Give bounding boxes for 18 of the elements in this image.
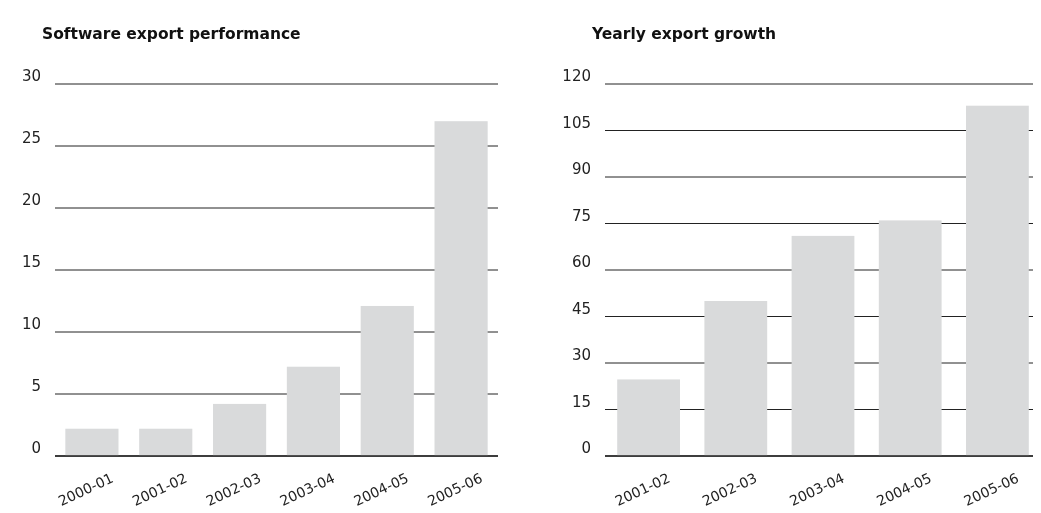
- y-tick-label: 25: [21, 129, 41, 147]
- y-tick-label: 10: [21, 315, 41, 333]
- y-tick-label: 60: [571, 253, 591, 271]
- y-tick-label: 20: [21, 191, 41, 209]
- y-tick-label: 90: [571, 160, 591, 178]
- y-tick-label: 15: [571, 392, 591, 411]
- y-tick-label: 0: [31, 439, 41, 457]
- chart-title: Yearly export growth: [591, 25, 777, 43]
- y-tick-label: 5: [31, 377, 41, 395]
- chart-title: Software export performance: [42, 25, 301, 43]
- y-tick-label: 45: [571, 299, 591, 318]
- y-tick-label: 15: [21, 253, 41, 271]
- y-tick-label: 30: [571, 346, 591, 364]
- y-tick-label: 75: [571, 206, 591, 225]
- y-tick-label: 105: [562, 113, 591, 132]
- y-tick-label: 0: [581, 439, 591, 457]
- y-tick-label: 120: [562, 67, 591, 85]
- y-tick-label: 30: [21, 67, 41, 85]
